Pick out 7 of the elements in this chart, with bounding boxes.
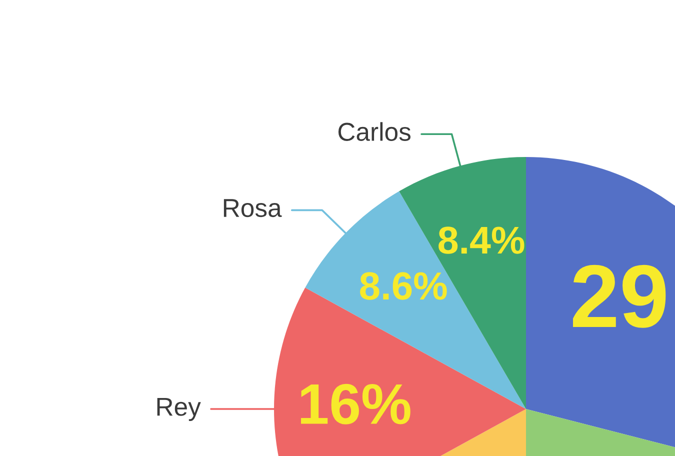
data-label: 8.4%: [438, 226, 524, 254]
data-label: 8.6%: [360, 272, 447, 300]
slice-label: Rey: [157, 398, 201, 421]
data-label: 29: [573, 264, 666, 328]
slice-label: Rosa: [224, 199, 282, 218]
data-label: 16%: [301, 384, 410, 424]
slice-label: Carlos: [338, 122, 410, 141]
